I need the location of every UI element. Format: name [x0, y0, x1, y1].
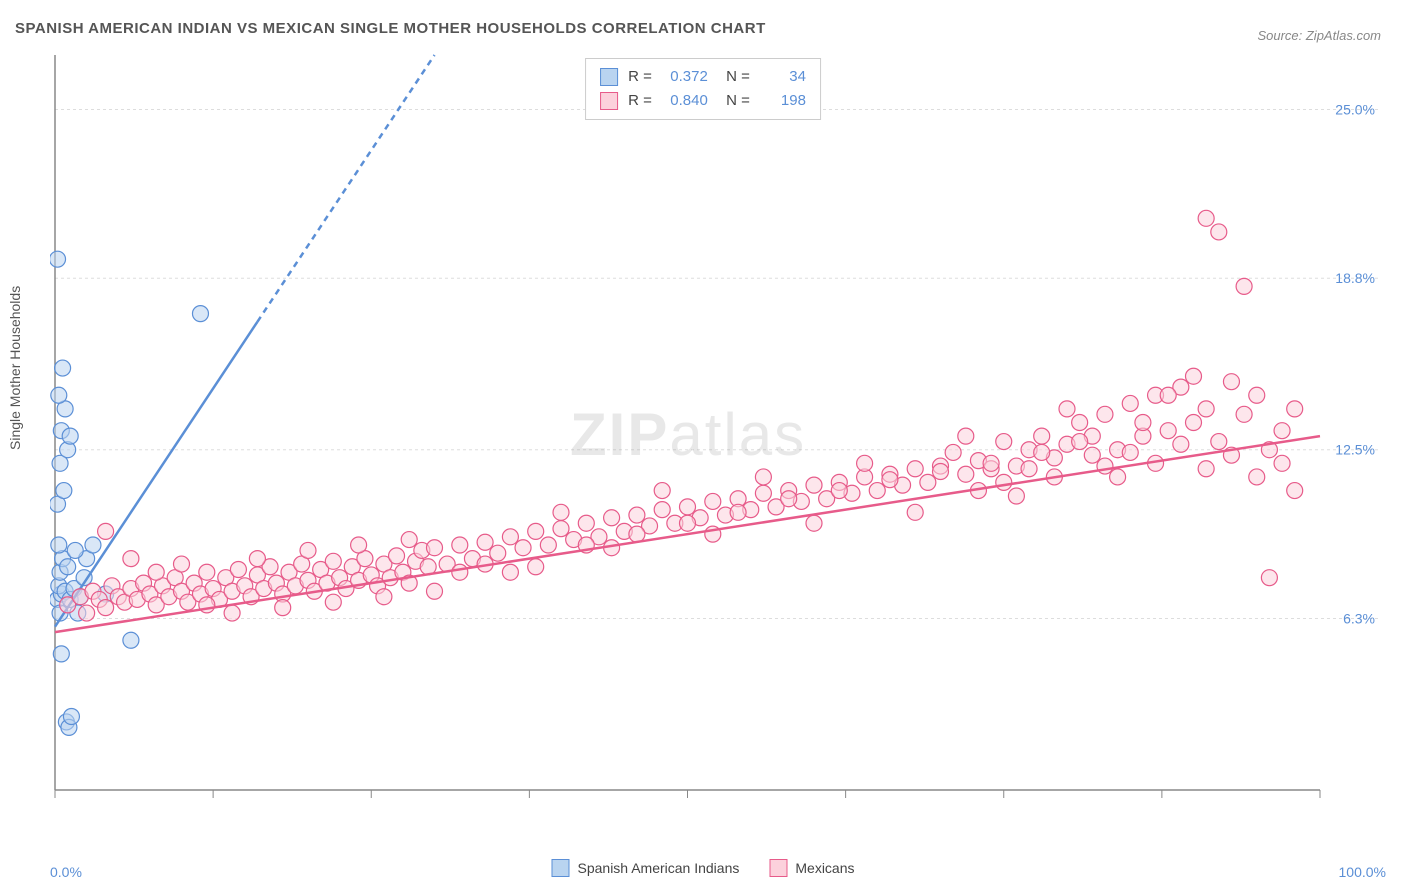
legend-label-1: Mexicans — [795, 860, 854, 876]
stats-row-0: R = 0.372 N = 34 — [600, 65, 806, 89]
chart-area: 6.3% 12.5% 18.8% 25.0% — [50, 50, 1380, 820]
svg-text:25.0%: 25.0% — [1335, 101, 1375, 117]
scatter-chart: 6.3% 12.5% 18.8% 25.0% — [50, 50, 1380, 805]
x-min-label: 0.0% — [50, 864, 82, 880]
y-axis-label: Single Mother Households — [7, 286, 23, 450]
stats-r-label-1: R = — [628, 89, 652, 113]
legend-swatch-1 — [769, 859, 787, 877]
stats-r-label-0: R = — [628, 65, 652, 89]
svg-text:18.8%: 18.8% — [1335, 270, 1375, 286]
stats-n-val-0: 34 — [760, 65, 806, 89]
legend-item-1: Mexicans — [769, 859, 854, 877]
svg-text:6.3%: 6.3% — [1343, 611, 1375, 627]
stats-r-val-0: 0.372 — [662, 65, 708, 89]
stats-swatch-0 — [600, 68, 618, 86]
svg-text:12.5%: 12.5% — [1335, 442, 1375, 458]
stats-swatch-1 — [600, 92, 618, 110]
stats-r-val-1: 0.840 — [662, 89, 708, 113]
stats-box: R = 0.372 N = 34 R = 0.840 N = 198 — [585, 58, 821, 120]
x-max-label: 100.0% — [1339, 864, 1386, 880]
stats-n-label-0: N = — [718, 65, 750, 89]
legend-item-0: Spanish American Indians — [551, 859, 739, 877]
chart-source: Source: ZipAtlas.com — [1257, 28, 1381, 43]
stats-n-label-1: N = — [718, 89, 750, 113]
legend-swatch-0 — [551, 859, 569, 877]
legend-label-0: Spanish American Indians — [577, 860, 739, 876]
stats-row-1: R = 0.840 N = 198 — [600, 89, 806, 113]
bottom-legend: Spanish American Indians Mexicans — [551, 859, 854, 877]
chart-title: SPANISH AMERICAN INDIAN VS MEXICAN SINGL… — [15, 20, 766, 37]
stats-n-val-1: 198 — [760, 89, 806, 113]
